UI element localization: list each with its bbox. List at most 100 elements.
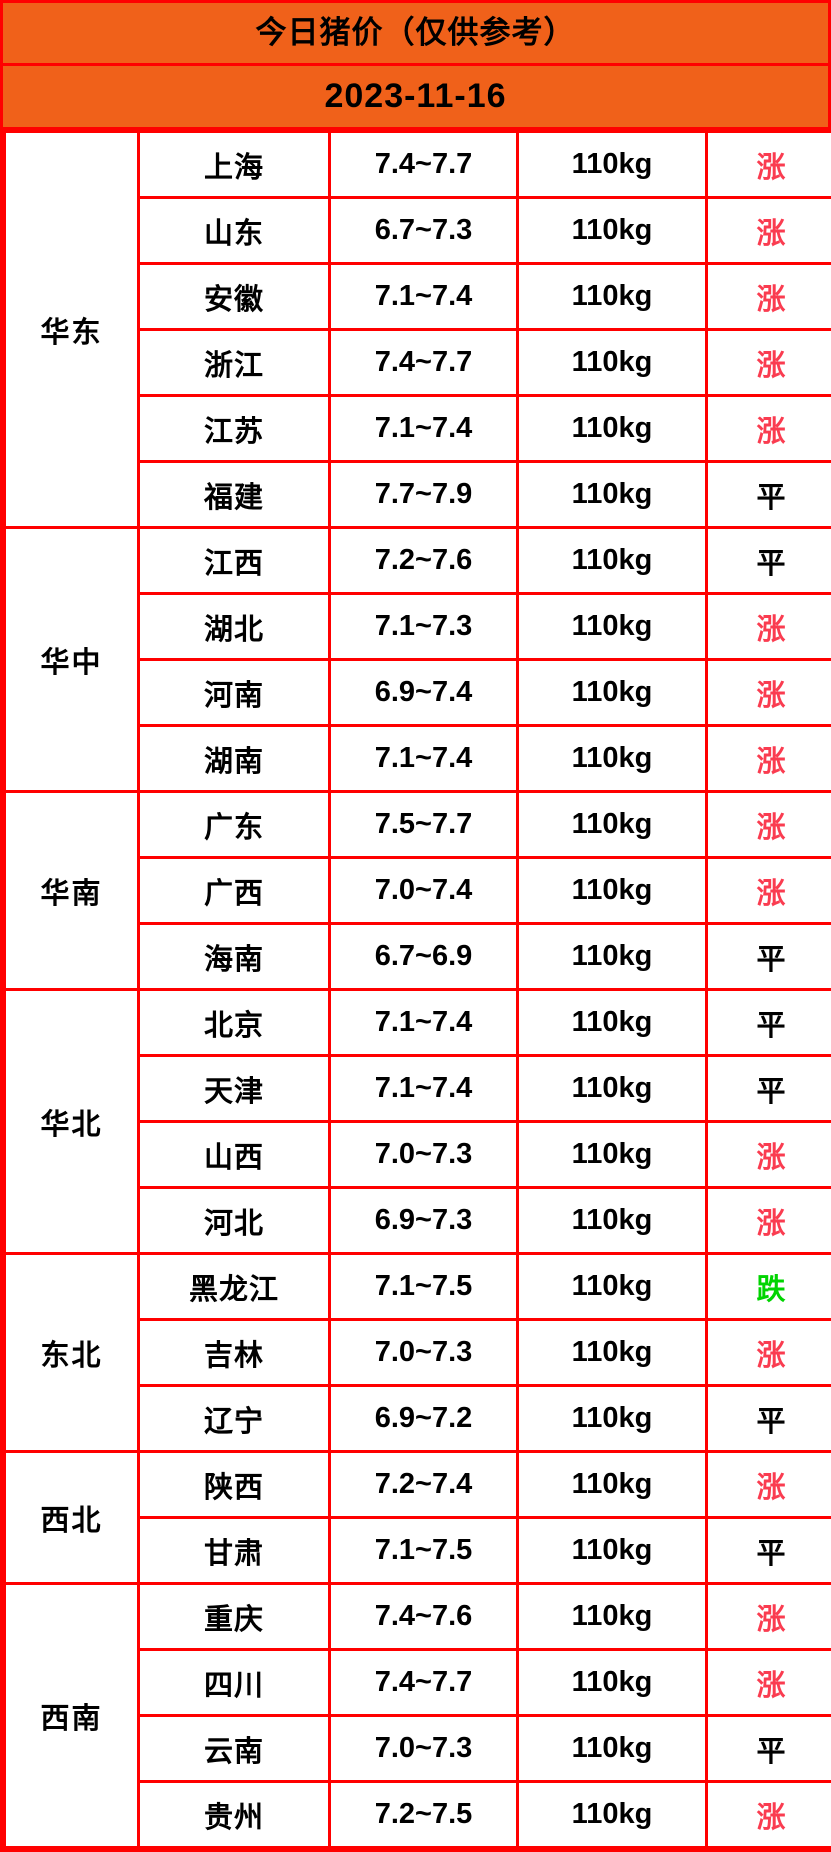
weight-cell: 110kg	[518, 132, 707, 198]
trend-cell: 平	[707, 1056, 831, 1122]
province-cell: 云南	[139, 1716, 330, 1782]
province-cell: 黑龙江	[139, 1254, 330, 1320]
province-cell: 上海	[139, 132, 330, 198]
weight-cell: 110kg	[518, 1320, 707, 1386]
trend-cell: 平	[707, 1518, 831, 1584]
price-cell: 7.0~7.3	[330, 1122, 518, 1188]
province-cell: 辽宁	[139, 1386, 330, 1452]
province-cell: 陕西	[139, 1452, 330, 1518]
province-cell: 贵州	[139, 1782, 330, 1848]
province-cell: 四川	[139, 1650, 330, 1716]
region-cell: 西北	[5, 1452, 139, 1584]
province-cell: 广东	[139, 792, 330, 858]
price-cell: 7.1~7.5	[330, 1254, 518, 1320]
province-cell: 吉林	[139, 1320, 330, 1386]
trend-cell: 涨	[707, 660, 831, 726]
weight-cell: 110kg	[518, 1782, 707, 1848]
trend-cell: 涨	[707, 1320, 831, 1386]
weight-cell: 110kg	[518, 330, 707, 396]
trend-cell: 涨	[707, 1650, 831, 1716]
weight-cell: 110kg	[518, 396, 707, 462]
trend-cell: 涨	[707, 792, 831, 858]
price-cell: 7.4~7.7	[330, 1650, 518, 1716]
province-cell: 浙江	[139, 330, 330, 396]
weight-cell: 110kg	[518, 1056, 707, 1122]
trend-cell: 平	[707, 528, 831, 594]
page-title: 今日猪价（仅供参考）	[3, 3, 828, 66]
weight-cell: 110kg	[518, 1650, 707, 1716]
province-cell: 甘肃	[139, 1518, 330, 1584]
province-cell: 湖南	[139, 726, 330, 792]
trend-cell: 涨	[707, 1122, 831, 1188]
weight-cell: 110kg	[518, 858, 707, 924]
province-cell: 天津	[139, 1056, 330, 1122]
trend-cell: 涨	[707, 264, 831, 330]
province-cell: 山西	[139, 1122, 330, 1188]
trend-cell: 涨	[707, 594, 831, 660]
price-cell: 6.9~7.4	[330, 660, 518, 726]
trend-cell: 涨	[707, 1452, 831, 1518]
price-cell: 7.1~7.4	[330, 396, 518, 462]
price-cell: 7.4~7.6	[330, 1584, 518, 1650]
region-cell: 东北	[5, 1254, 139, 1452]
trend-cell: 涨	[707, 1782, 831, 1848]
price-cell: 7.2~7.6	[330, 528, 518, 594]
weight-cell: 110kg	[518, 462, 707, 528]
weight-cell: 110kg	[518, 1386, 707, 1452]
trend-cell: 涨	[707, 396, 831, 462]
trend-cell: 涨	[707, 1584, 831, 1650]
province-cell: 广西	[139, 858, 330, 924]
price-cell: 7.7~7.9	[330, 462, 518, 528]
province-cell: 安徽	[139, 264, 330, 330]
weight-cell: 110kg	[518, 924, 707, 990]
price-cell: 7.2~7.4	[330, 1452, 518, 1518]
trend-cell: 平	[707, 924, 831, 990]
weight-cell: 110kg	[518, 1716, 707, 1782]
price-cell: 7.4~7.7	[330, 330, 518, 396]
price-cell: 7.1~7.4	[330, 264, 518, 330]
weight-cell: 110kg	[518, 792, 707, 858]
region-cell: 西南	[5, 1584, 139, 1848]
trend-cell: 平	[707, 1716, 831, 1782]
trend-cell: 涨	[707, 132, 831, 198]
province-cell: 重庆	[139, 1584, 330, 1650]
price-cell: 6.7~6.9	[330, 924, 518, 990]
price-cell: 7.2~7.5	[330, 1782, 518, 1848]
price-cell: 6.7~7.3	[330, 198, 518, 264]
price-cell: 7.1~7.3	[330, 594, 518, 660]
date-label: 2023-11-16	[3, 66, 828, 130]
trend-cell: 涨	[707, 198, 831, 264]
trend-cell: 涨	[707, 330, 831, 396]
region-cell: 华北	[5, 990, 139, 1254]
price-cell: 7.1~7.4	[330, 1056, 518, 1122]
price-cell: 6.9~7.2	[330, 1386, 518, 1452]
weight-cell: 110kg	[518, 594, 707, 660]
weight-cell: 110kg	[518, 264, 707, 330]
weight-cell: 110kg	[518, 660, 707, 726]
weight-cell: 110kg	[518, 726, 707, 792]
province-cell: 福建	[139, 462, 330, 528]
weight-cell: 110kg	[518, 1254, 707, 1320]
weight-cell: 110kg	[518, 528, 707, 594]
province-cell: 江西	[139, 528, 330, 594]
price-cell: 7.0~7.3	[330, 1716, 518, 1782]
price-cell: 7.0~7.3	[330, 1320, 518, 1386]
weight-cell: 110kg	[518, 1518, 707, 1584]
region-cell: 华东	[5, 132, 139, 528]
price-cell: 6.9~7.3	[330, 1188, 518, 1254]
trend-cell: 跌	[707, 1254, 831, 1320]
province-cell: 北京	[139, 990, 330, 1056]
province-cell: 湖北	[139, 594, 330, 660]
price-cell: 7.1~7.5	[330, 1518, 518, 1584]
weight-cell: 110kg	[518, 1584, 707, 1650]
price-cell: 7.4~7.7	[330, 132, 518, 198]
